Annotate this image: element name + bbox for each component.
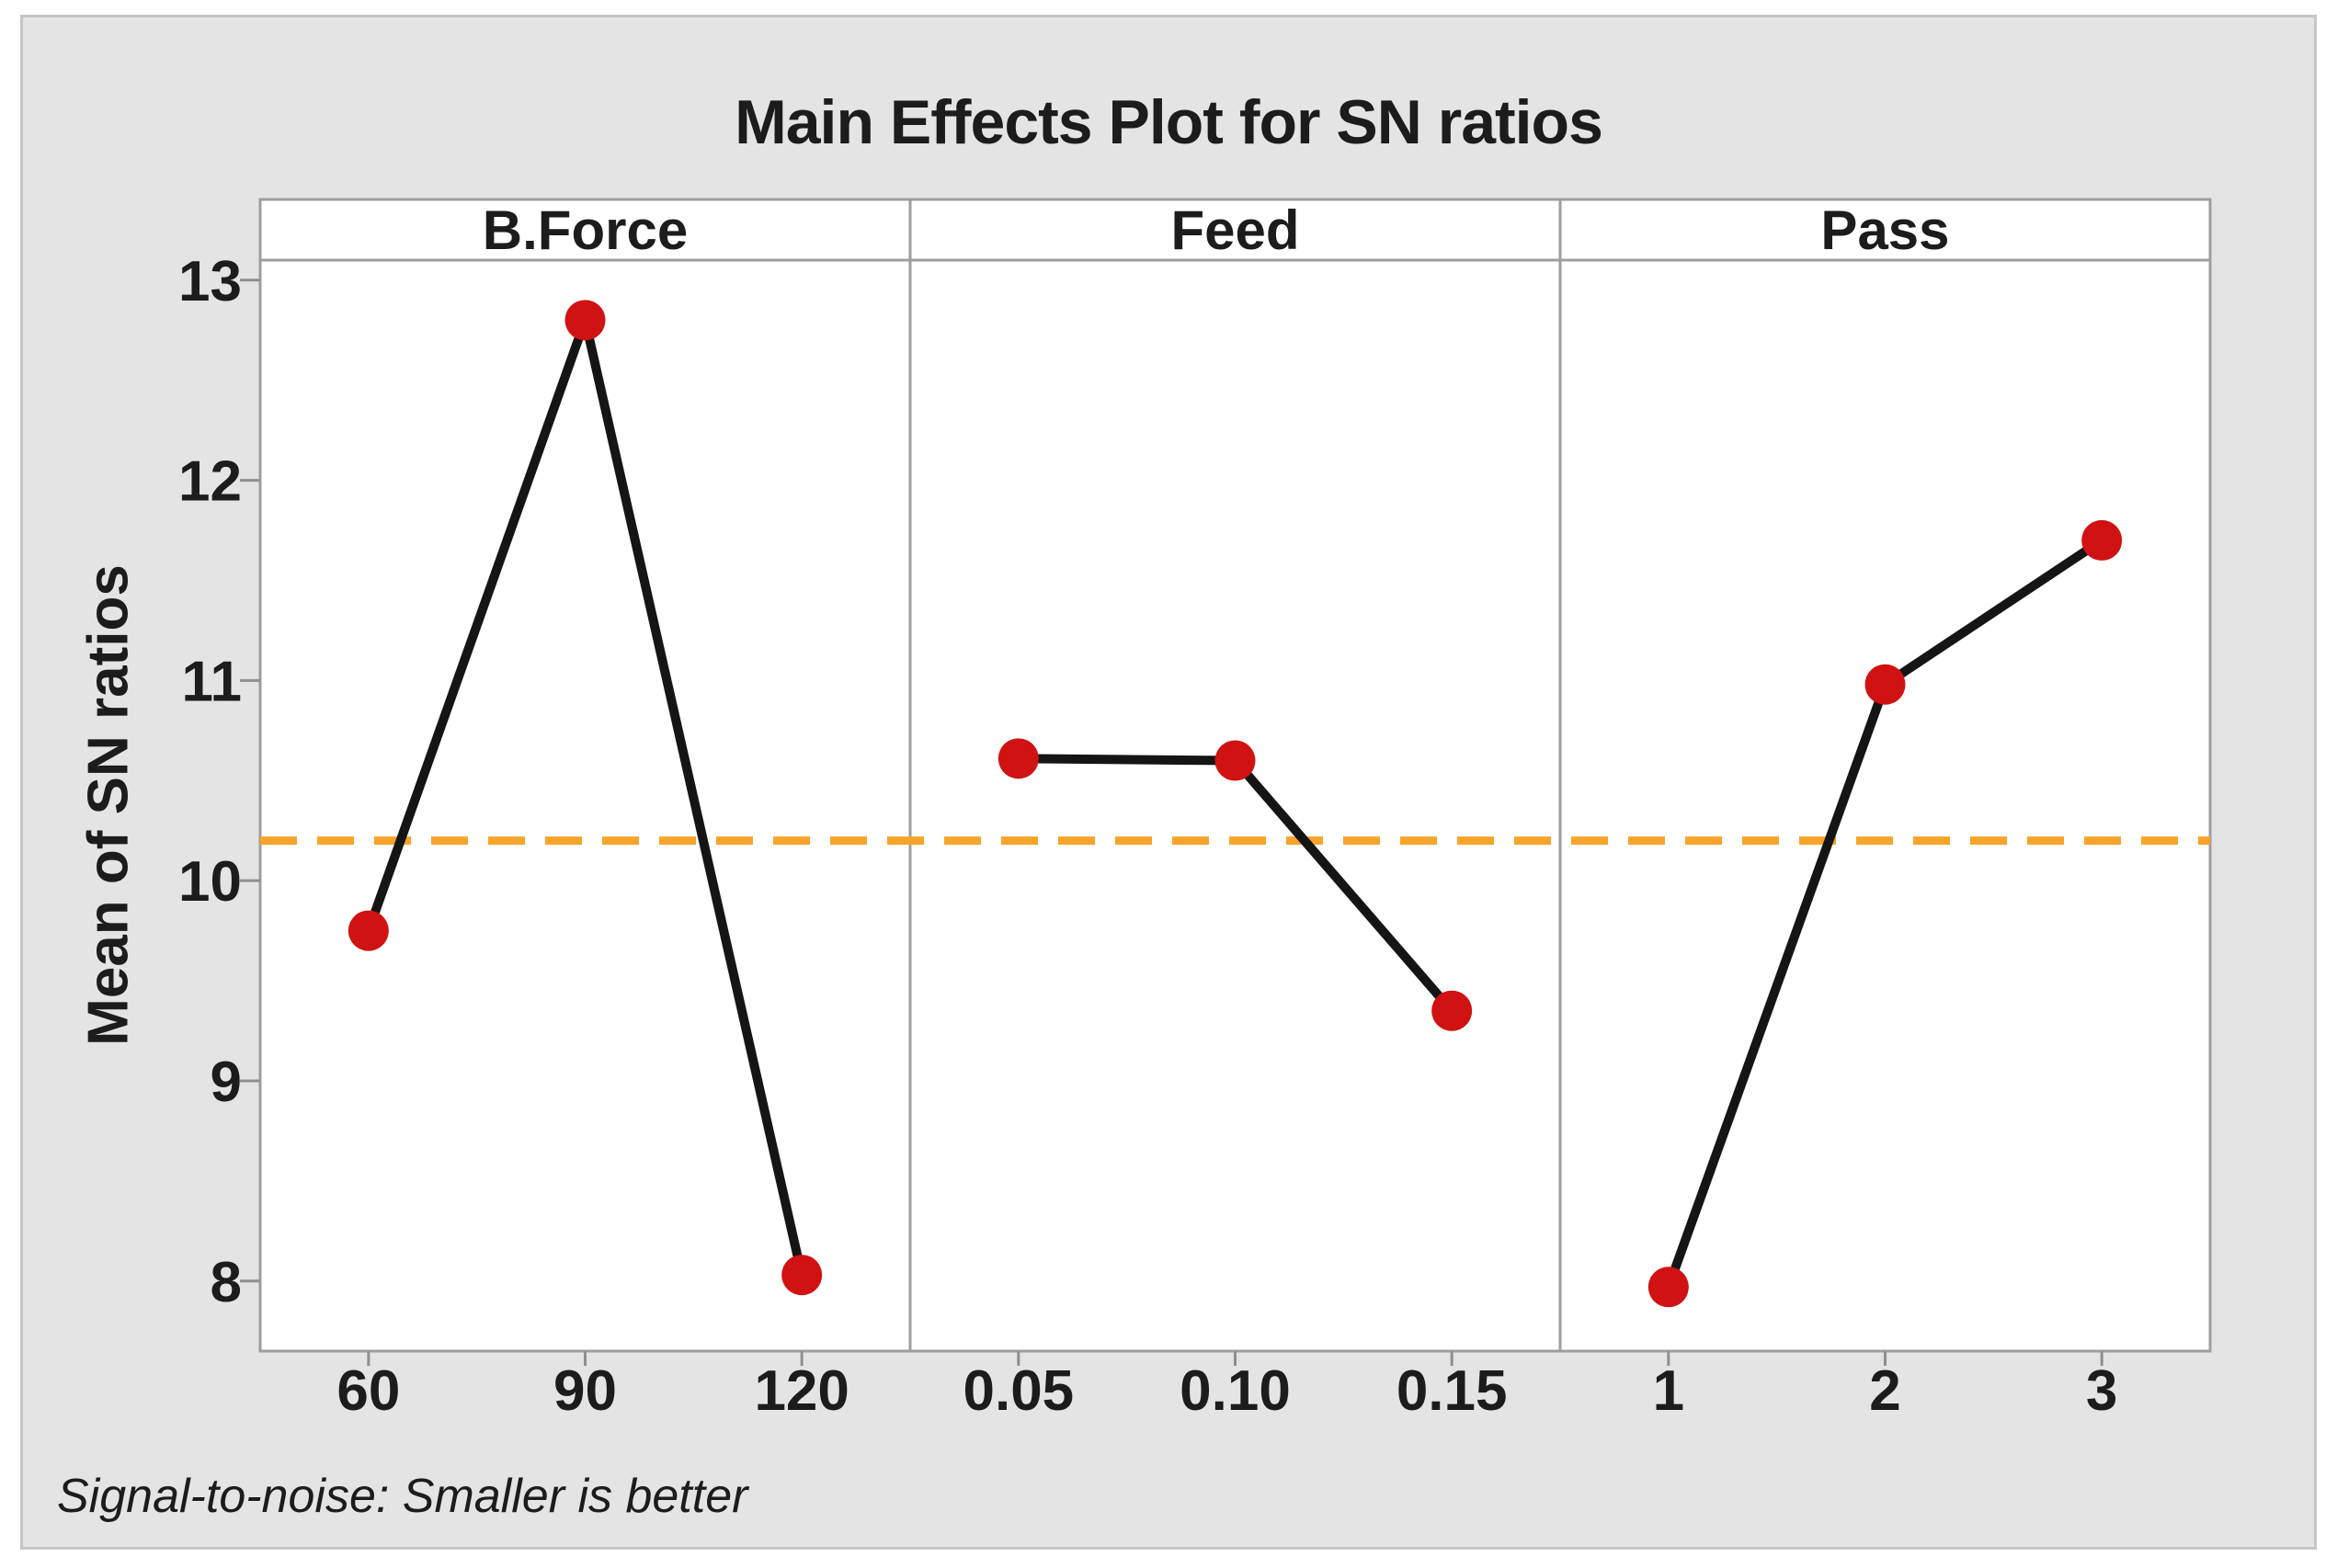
- y-tick-label: 11: [181, 650, 242, 713]
- x-tick-label: 1: [1653, 1359, 1684, 1423]
- data-point: [1864, 664, 1906, 705]
- x-tick-label: 0.10: [1180, 1359, 1291, 1423]
- data-point: [2081, 519, 2123, 561]
- panel-area: [908, 258, 1562, 1353]
- y-tick-label: 10: [178, 850, 242, 914]
- panel-area: [258, 258, 912, 1353]
- data-point: [564, 300, 606, 341]
- x-tick-label: 0.15: [1396, 1359, 1508, 1423]
- y-tick-label: 13: [178, 250, 242, 313]
- y-tick-label: 12: [178, 450, 242, 514]
- data-point: [781, 1255, 823, 1296]
- panel-header-label: Feed: [1170, 199, 1299, 261]
- y-tick-label: 8: [211, 1251, 242, 1314]
- x-tick-label: 120: [754, 1359, 849, 1423]
- panel-header-cell: [258, 198, 912, 262]
- chart-title: Main Effects Plot for SN ratios: [735, 87, 1603, 157]
- panel-area: [1558, 258, 2212, 1353]
- x-tick-label: 2: [1869, 1359, 1900, 1423]
- data-point: [348, 910, 389, 951]
- x-tick-label: 0.05: [963, 1359, 1074, 1423]
- panel-header-label: B.Force: [483, 199, 688, 261]
- panel-header-label: Pass: [1820, 199, 1949, 261]
- x-tick-label: 90: [553, 1359, 617, 1423]
- data-point: [1214, 740, 1256, 781]
- data-point: [998, 738, 1039, 779]
- data-point: [1647, 1267, 1689, 1308]
- footnote: Signal-to-noise: Smaller is better: [57, 1470, 748, 1523]
- y-tick-label: 9: [211, 1051, 242, 1114]
- panel-header-cell: [908, 198, 1562, 262]
- data-point: [1431, 990, 1473, 1031]
- x-tick-label: 3: [2086, 1359, 2117, 1423]
- x-tick-label: 60: [336, 1359, 400, 1423]
